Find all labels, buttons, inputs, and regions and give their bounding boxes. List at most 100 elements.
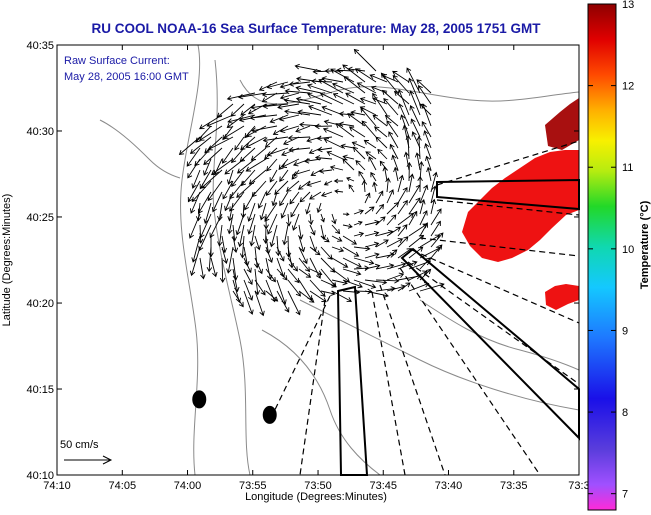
current-vector: [272, 125, 289, 135]
current-vector: [178, 136, 201, 156]
current-vector: [287, 290, 301, 316]
current-vector: [191, 235, 201, 263]
current-vector: [216, 103, 234, 118]
current-vector: [330, 68, 355, 83]
current-vector: [364, 192, 371, 204]
colorbar-tick-label: 7: [622, 489, 628, 501]
current-vector: [364, 290, 389, 298]
current-vector: [320, 235, 330, 243]
current-vector: [262, 103, 289, 110]
current-vector: [265, 268, 276, 283]
current-vector: [331, 224, 341, 235]
range-ray: [371, 291, 406, 476]
current-vector: [217, 224, 223, 247]
current-vector: [308, 213, 314, 226]
current-vector: [372, 114, 388, 127]
current-vector: [189, 136, 212, 155]
current-vector: [262, 224, 269, 244]
current-vector: [329, 165, 344, 171]
current-vectors: [178, 48, 445, 317]
current-vector: [386, 249, 398, 259]
sst-patch-southeast: [545, 284, 579, 310]
x-tick-label: 73:50: [304, 480, 332, 492]
station-2-marker: [262, 405, 277, 424]
current-vector: [297, 109, 322, 116]
current-vector: [409, 105, 421, 127]
y-tick-label: 40:10: [26, 470, 54, 482]
current-vector: [238, 92, 267, 100]
current-vector: [408, 173, 415, 193]
colorbar-tick-label: 9: [622, 325, 628, 337]
current-vector: [266, 81, 289, 90]
current-vector: [356, 82, 377, 94]
current-vector: [224, 158, 245, 175]
current-vector: [410, 118, 421, 138]
colorbar: [587, 3, 617, 511]
current-vector: [342, 246, 360, 257]
current-vector: [294, 63, 322, 72]
current-vector: [318, 168, 333, 174]
y-tick-label: 40:35: [26, 40, 54, 52]
colorbar-tick-label: 13: [622, 0, 634, 11]
current-vector: [278, 158, 289, 170]
current-vector: [243, 268, 253, 285]
current-vector: [338, 111, 355, 117]
current-vector: [354, 68, 377, 83]
current-vector: [247, 202, 256, 222]
current-vector: [343, 76, 366, 94]
current-vector: [240, 169, 256, 187]
current-vector: [310, 169, 322, 177]
current-vector: [320, 279, 337, 288]
current-vector: [414, 152, 421, 171]
current-vector: [416, 79, 432, 94]
current-vector: [375, 203, 385, 215]
current-vector: [418, 84, 432, 105]
current-vector: [364, 230, 380, 237]
current-vector: [287, 257, 298, 272]
current-vector: [295, 125, 311, 133]
current-vector: [290, 202, 300, 218]
current-vector: [408, 210, 418, 226]
current-vector: [199, 125, 223, 141]
current-vector: [221, 246, 229, 264]
current-vector: [249, 114, 278, 121]
current-vector: [283, 97, 311, 105]
current-vector: [368, 156, 377, 171]
current-vector: [347, 113, 366, 127]
current-vector: [372, 92, 388, 116]
current-vector: [254, 290, 265, 317]
current-vector: [226, 246, 234, 274]
current-vector: [353, 209, 365, 215]
current-vector: [331, 213, 337, 225]
scale-arrow-head: [102, 455, 113, 465]
current-vector: [262, 136, 289, 143]
current-vector: [249, 224, 256, 247]
current-vector: [408, 234, 425, 248]
contour-shelf: [261, 329, 381, 476]
current-vector: [397, 260, 418, 270]
current-vector: [419, 210, 428, 226]
current-vector: [236, 180, 256, 198]
current-vector: [281, 158, 300, 168]
current-vector: [386, 272, 405, 281]
colorbar-tick-label: 10: [622, 244, 634, 256]
current-vector: [306, 83, 333, 94]
current-vector: [264, 202, 278, 222]
current-vector: [247, 213, 256, 235]
current-vector: [292, 169, 311, 177]
range-ray: [379, 284, 446, 476]
range-ray: [436, 199, 580, 216]
current-vector: [386, 226, 402, 237]
current-vector: [321, 76, 344, 83]
current-vector: [392, 74, 410, 94]
current-vector: [240, 136, 256, 151]
current-vector: [386, 238, 404, 248]
current-vector: [265, 246, 274, 264]
current-vector: [352, 146, 366, 160]
current-vector: [197, 191, 212, 215]
current-vector: [342, 212, 350, 217]
current-vector: [209, 213, 223, 239]
current-vector: [318, 79, 344, 94]
current-vector: [298, 235, 306, 253]
